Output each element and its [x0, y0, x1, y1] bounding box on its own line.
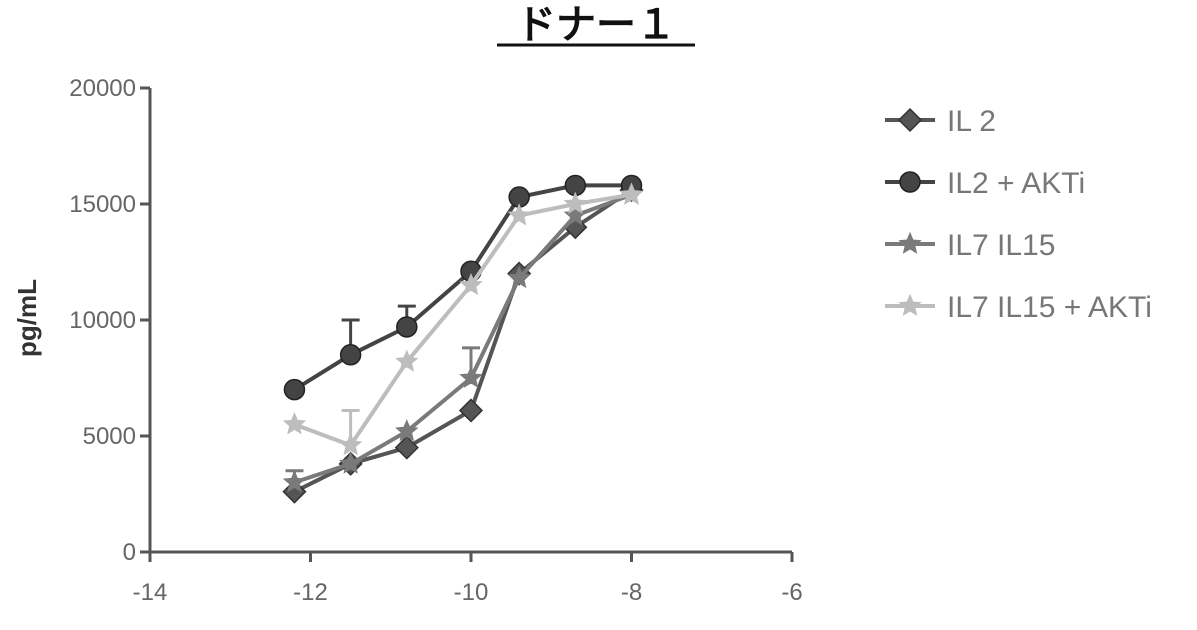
data-point: [460, 399, 482, 421]
legend-marker: [900, 172, 920, 192]
x-tick-label: -14: [133, 579, 168, 606]
y-tick-label: 5000: [83, 423, 136, 450]
y-tick-label: 20000: [69, 75, 136, 102]
y-tick-label: 15000: [69, 191, 136, 218]
legend-item: IL7 IL15 + AKTi: [885, 291, 1152, 324]
x-tick-label: -10: [454, 579, 489, 606]
legend-item: IL 2: [885, 105, 996, 138]
legend-marker: [900, 233, 921, 253]
legend-item: IL2 + AKTi: [885, 167, 1085, 200]
legend-marker: [900, 295, 921, 315]
legend-label: IL 2: [947, 105, 996, 138]
x-tick-label: -6: [781, 579, 802, 606]
axes: -14 -12 -10 -8 -6 0 5000 10000 15000 20000: [69, 75, 802, 606]
x-tick-label: -12: [293, 579, 328, 606]
y-axis-label: pg/mL: [12, 279, 42, 357]
legend-item: IL7 IL15: [885, 229, 1055, 262]
series-line: [295, 195, 632, 483]
legend: IL 2 IL2 + AKTi IL7 IL15 IL7 IL15 + AKTi: [885, 105, 1152, 324]
data-point: [284, 380, 304, 400]
series-layer: [283, 175, 642, 502]
chart-title: ドナー１: [516, 2, 676, 48]
series-1: [283, 179, 642, 503]
data-point: [341, 345, 361, 365]
y-tick-label: 10000: [69, 307, 136, 334]
x-tick-label: -8: [621, 579, 642, 606]
legend-marker: [899, 109, 921, 131]
legend-label: IL7 IL15 + AKTi: [947, 291, 1152, 324]
data-point: [396, 437, 418, 459]
data-point: [397, 317, 417, 337]
legend-label: IL7 IL15: [947, 229, 1055, 262]
series-3: [284, 184, 642, 492]
legend-label: IL2 + AKTi: [947, 167, 1085, 200]
data-point: [284, 413, 305, 433]
y-tick-label: 0: [123, 539, 136, 566]
